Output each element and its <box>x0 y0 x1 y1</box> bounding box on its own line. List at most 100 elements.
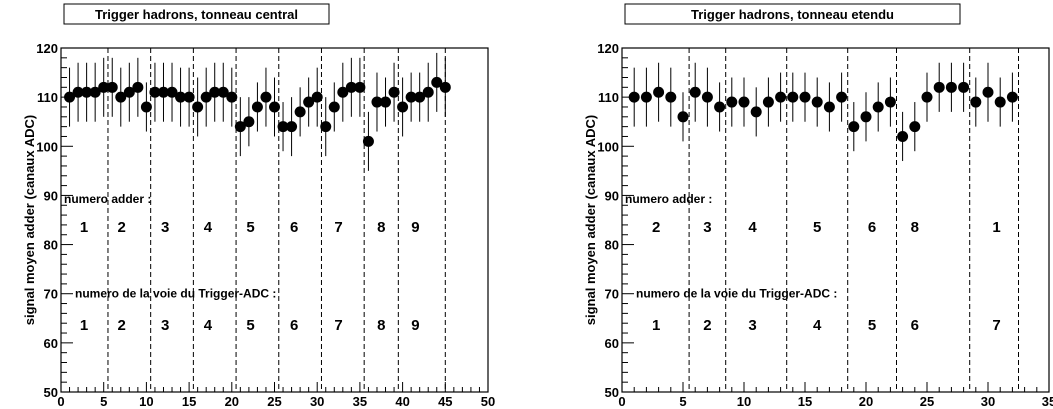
y-tick-label: 120 <box>36 41 58 56</box>
y-tick-label: 50 <box>44 385 58 400</box>
data-point <box>354 81 366 93</box>
x-tick-label: 10 <box>139 394 153 409</box>
adder-number: 2 <box>117 219 125 236</box>
data-point <box>149 86 161 98</box>
data-point <box>277 121 289 133</box>
adder-number: 5 <box>813 219 821 236</box>
data-point <box>311 91 323 103</box>
data-point <box>269 101 280 113</box>
data-point <box>640 91 652 103</box>
voie-number: 3 <box>748 317 756 334</box>
x-tick-label: 35 <box>353 394 367 409</box>
adder-number: 7 <box>334 219 342 236</box>
data-point <box>787 91 799 103</box>
adder-number: 4 <box>748 219 757 236</box>
data-point <box>260 91 272 103</box>
data-point <box>628 91 640 103</box>
data-point <box>665 91 677 103</box>
chart-title: Trigger hadrons, tonneau central <box>95 7 298 22</box>
data-point <box>140 101 152 113</box>
data-point <box>157 86 169 98</box>
data-point <box>701 91 713 103</box>
data-point <box>226 91 238 103</box>
data-point <box>106 81 118 93</box>
data-point <box>422 86 434 98</box>
data-point <box>320 121 332 133</box>
data-point <box>72 86 84 98</box>
voie-number: 2 <box>703 317 711 334</box>
y-tick-label: 60 <box>44 336 58 351</box>
voie-number: 5 <box>246 317 254 334</box>
y-tick-label: 90 <box>605 188 619 203</box>
adder-heading: numero adder : <box>625 192 712 206</box>
voie-number: 7 <box>334 317 342 334</box>
title-box <box>63 3 330 25</box>
data-point <box>811 96 823 108</box>
y-tick-label: 90 <box>44 188 58 203</box>
data-point <box>183 91 195 103</box>
voie-number: 2 <box>117 317 125 334</box>
adder-number: 1 <box>992 219 1000 236</box>
y-tick-label: 110 <box>37 90 58 105</box>
plot-frame <box>621 47 1050 393</box>
x-tick-label: 45 <box>438 394 452 409</box>
y-axis-label: signal moyen adder (canaux ADC) <box>583 115 598 325</box>
data-point <box>371 96 383 108</box>
voie-number: 1 <box>80 317 88 334</box>
adder-number: 9 <box>411 219 419 236</box>
data-point <box>362 135 374 147</box>
data-point <box>345 81 357 93</box>
y-tick-label: 70 <box>605 287 619 302</box>
data-point <box>921 91 933 103</box>
data-point <box>209 86 221 98</box>
y-tick-label: 120 <box>597 41 619 56</box>
data-point <box>217 86 229 98</box>
x-tick-label: 25 <box>920 394 934 409</box>
data-point <box>775 91 787 103</box>
voie-number: 4 <box>204 317 213 334</box>
data-point <box>388 86 400 98</box>
y-tick-label: 80 <box>44 238 58 253</box>
panel-central: Trigger hadrons, tonneau central signal m… <box>22 3 495 409</box>
data-point <box>294 106 306 118</box>
x-tick-label: 10 <box>737 394 751 409</box>
data-point <box>166 86 178 98</box>
data-point <box>653 86 665 98</box>
x-tick-label: 40 <box>395 394 409 409</box>
x-tick-label: 5 <box>100 394 107 409</box>
x-tick-label: 0 <box>57 394 64 409</box>
data-point <box>132 81 144 93</box>
data-point <box>970 96 982 108</box>
y-tick-label: 80 <box>605 238 619 253</box>
data-point <box>945 81 957 93</box>
data-point <box>243 116 255 128</box>
data-point <box>64 91 76 103</box>
x-tick-label: 50 <box>481 394 495 409</box>
data-point <box>115 91 127 103</box>
x-tick-label: 20 <box>225 394 239 409</box>
data-point <box>192 101 204 113</box>
voie-number: 6 <box>290 317 298 334</box>
x-tick-label: 30 <box>981 394 995 409</box>
x-tick-label: 30 <box>310 394 324 409</box>
data-point <box>836 91 848 103</box>
adder-heading: numero adder : <box>64 192 151 206</box>
x-tick-label: 20 <box>859 394 873 409</box>
adder-number: 4 <box>204 219 213 236</box>
adder-number: 6 <box>868 219 876 236</box>
voie-number: 3 <box>161 317 169 334</box>
adder-number: 8 <box>377 219 385 236</box>
y-tick-label: 100 <box>597 139 619 154</box>
data-point <box>677 111 689 123</box>
voie-number: 1 <box>652 317 660 334</box>
data-point <box>328 101 340 113</box>
data-point <box>1006 91 1018 103</box>
data-point <box>337 86 349 98</box>
data-point <box>89 86 101 98</box>
x-tick-label: 15 <box>182 394 196 409</box>
adder-number: 3 <box>161 219 169 236</box>
chart-title: Trigger hadrons, tonneau etendu <box>691 7 894 22</box>
y-tick-label: 70 <box>44 287 58 302</box>
data-point <box>933 81 945 93</box>
